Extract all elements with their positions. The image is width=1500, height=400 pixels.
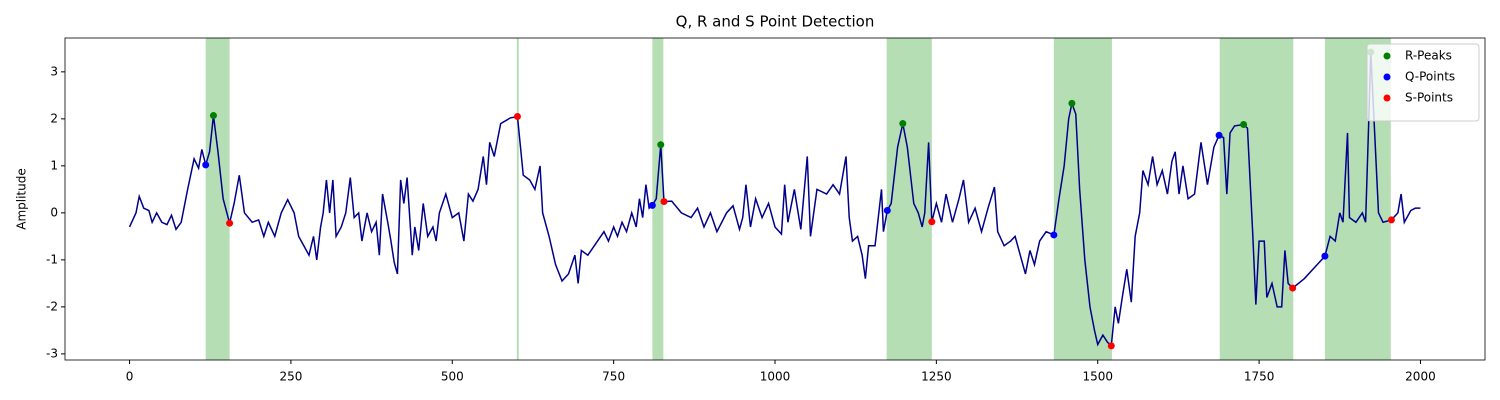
point-marker bbox=[513, 113, 521, 121]
x-tick-label: 2000 bbox=[1405, 370, 1436, 384]
point-marker bbox=[1289, 284, 1297, 292]
y-tick-label: -3 bbox=[46, 346, 58, 360]
legend-label: S-Points bbox=[1405, 91, 1453, 105]
y-axis-label: Amplitude bbox=[15, 168, 29, 230]
point-marker bbox=[1240, 120, 1248, 128]
legend-label: Q-Points bbox=[1405, 70, 1455, 84]
point-marker bbox=[1068, 99, 1076, 107]
highlight-span bbox=[1219, 38, 1294, 360]
x-tick-label: 750 bbox=[602, 370, 625, 384]
point-marker bbox=[226, 219, 234, 227]
legend-box bbox=[1366, 43, 1480, 122]
legend-marker bbox=[1383, 73, 1391, 81]
point-marker bbox=[883, 207, 891, 215]
x-tick-label: 0 bbox=[126, 370, 134, 384]
y-tick-label: 2 bbox=[50, 111, 58, 125]
point-marker bbox=[648, 201, 656, 209]
highlight-span bbox=[516, 38, 519, 360]
point-marker bbox=[1050, 231, 1058, 239]
point-marker bbox=[899, 120, 907, 128]
legend-marker bbox=[1383, 52, 1391, 60]
highlight-span bbox=[652, 38, 664, 360]
point-marker bbox=[202, 161, 210, 169]
y-tick-label: -1 bbox=[46, 252, 58, 266]
x-tick-label: 500 bbox=[441, 370, 464, 384]
plot-frame bbox=[64, 37, 1486, 361]
legend-marker bbox=[1383, 94, 1391, 102]
y-tick-label: 1 bbox=[50, 158, 58, 172]
point-marker bbox=[209, 112, 217, 120]
point-marker bbox=[660, 198, 668, 206]
y-tick-label: 0 bbox=[50, 205, 58, 219]
x-tick-label: 1250 bbox=[921, 370, 952, 384]
point-marker bbox=[1215, 131, 1223, 139]
x-tick-label: 1000 bbox=[760, 370, 791, 384]
point-marker bbox=[1387, 216, 1395, 224]
highlight-span bbox=[205, 38, 230, 360]
x-tick-label: 250 bbox=[279, 370, 302, 384]
chart-title: Q, R and S Point Detection bbox=[676, 13, 875, 31]
highlight-span bbox=[1053, 38, 1112, 360]
point-marker bbox=[1321, 252, 1329, 260]
signal-line bbox=[128, 52, 1421, 348]
y-tick-label: 3 bbox=[50, 64, 58, 78]
y-tick-label: -2 bbox=[46, 299, 58, 313]
point-marker bbox=[657, 141, 665, 149]
x-tick-label: 1500 bbox=[1082, 370, 1113, 384]
legend-label: R-Peaks bbox=[1405, 49, 1452, 63]
x-tick-label: 1750 bbox=[1244, 370, 1275, 384]
point-marker bbox=[1107, 342, 1115, 350]
point-marker bbox=[928, 218, 936, 226]
highlight-span bbox=[886, 38, 932, 360]
